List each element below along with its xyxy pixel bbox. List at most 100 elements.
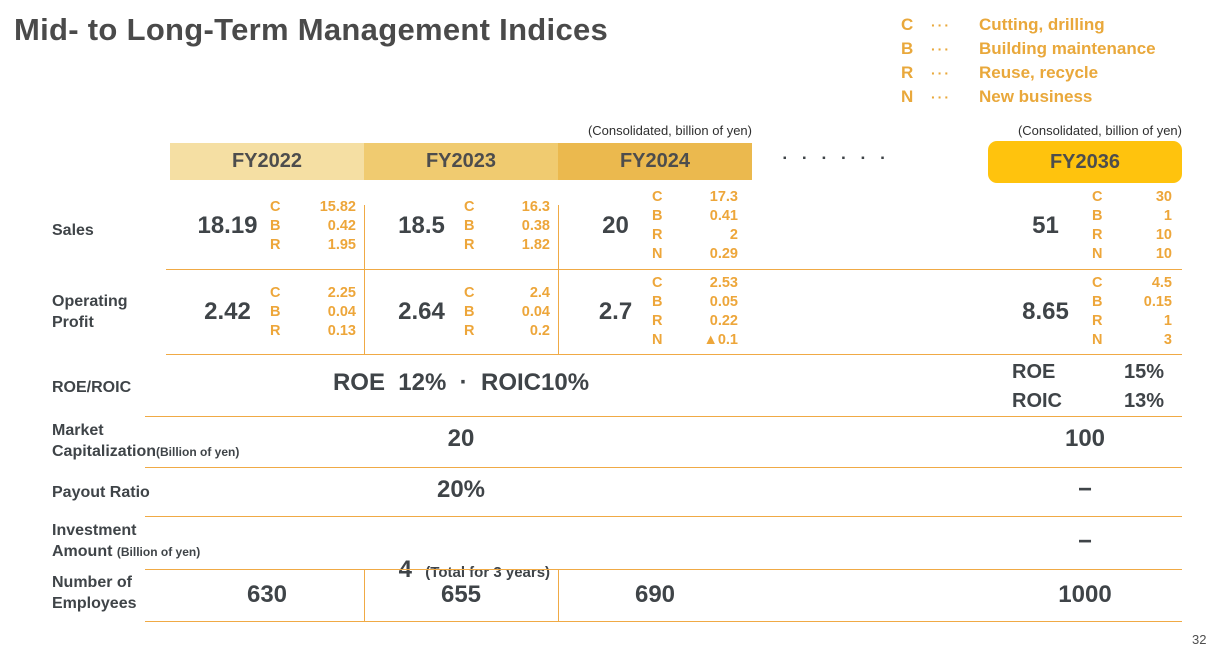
breakdown-value: 10 xyxy=(1155,227,1172,243)
breakdown-value: 1.82 xyxy=(521,237,550,253)
breakdown-key: N xyxy=(652,246,663,262)
breakdown-key: C xyxy=(652,189,663,205)
legend-label: New business xyxy=(979,87,1093,106)
breakdown-line: R 0.22 xyxy=(652,312,738,331)
legend-dots-icon: ··· xyxy=(931,17,951,33)
divider-market-cap-bottom xyxy=(145,467,1182,468)
breakdown-key: R xyxy=(464,237,475,253)
column-header-fy2024: FY2024 xyxy=(558,143,752,180)
breakdown-value: 1 xyxy=(1163,208,1172,224)
breakdown-value: 0.41 xyxy=(709,208,738,224)
market-cap-fy2022-24-value: 20 xyxy=(447,425,475,452)
unit-note-billion: (Billion of yen) xyxy=(116,545,201,559)
investment-note: (Total for 3 years) xyxy=(425,564,551,581)
row-label-line: Number of xyxy=(52,574,132,591)
roe-value: 15% xyxy=(1123,361,1164,383)
roe-roic-fy2022-24-value: ROE 12% · ROIC10% xyxy=(332,369,590,396)
op-fy2023-total: 2.64 xyxy=(398,298,445,325)
breakdown-line: C 2.4 xyxy=(464,284,550,303)
breakdown-value: 0.38 xyxy=(521,218,550,234)
breakdown-value: 0.2 xyxy=(529,323,550,339)
row-label-line: Market xyxy=(52,422,104,439)
column-header-fy2036: FY2036 xyxy=(988,141,1182,183)
breakdown-line: C 17.3 xyxy=(652,188,738,207)
breakdown-line: B 0.15 xyxy=(1092,293,1172,312)
divider-investment-bottom xyxy=(145,569,1182,570)
row-label-employees: Number of Employees xyxy=(52,572,136,614)
breakdown-value: 0.29 xyxy=(709,246,738,262)
breakdown-key: B xyxy=(464,304,475,320)
breakdown-key: R xyxy=(652,227,663,243)
op-fy2036-total: 8.65 xyxy=(1022,298,1069,325)
page-number: 32 xyxy=(1192,632,1207,647)
roe-fy2036-line: ROE 15% xyxy=(1012,359,1164,385)
breakdown-value: 4.5 xyxy=(1151,275,1172,291)
employees-fy2022-value: 630 xyxy=(246,581,288,608)
breakdown-line: R 0.13 xyxy=(270,322,356,341)
breakdown-line: R 10 xyxy=(1092,226,1172,245)
breakdown-line: C 2.25 xyxy=(270,284,356,303)
divider-employees-col2 xyxy=(558,569,559,621)
breakdown-line: R 0.2 xyxy=(464,322,550,341)
legend-item-reuse: R ··· Reuse, recycle xyxy=(901,63,1156,87)
employees-fy2023-value: 655 xyxy=(440,581,482,608)
legend-dots-icon: ··· xyxy=(931,65,951,81)
breakdown-value: 17.3 xyxy=(709,189,738,205)
divider-roe-bottom xyxy=(145,416,1182,417)
breakdown-value: 0.05 xyxy=(709,294,738,310)
roic-value: 13% xyxy=(1123,390,1164,412)
breakdown-key: R xyxy=(464,323,475,339)
divider-sales-bottom xyxy=(166,269,1182,270)
breakdown-value: 30 xyxy=(1155,189,1172,205)
breakdown-value: 2.25 xyxy=(327,285,356,301)
breakdown-key: C xyxy=(464,285,475,301)
market-cap-fy2036-value: 100 xyxy=(1064,425,1106,452)
breakdown-key: B xyxy=(1092,208,1103,224)
legend-label: Reuse, recycle xyxy=(979,63,1099,82)
breakdown-key: B xyxy=(270,218,281,234)
breakdown-value: 0.04 xyxy=(521,304,550,320)
column-header-fy2023: FY2023 xyxy=(364,143,558,180)
breakdown-key: R xyxy=(652,313,663,329)
unit-note-billion: (Billion of yen) xyxy=(156,445,240,459)
sales-fy2024-total: 20 xyxy=(602,212,629,239)
payout-fy2022-24-value: 20% xyxy=(436,476,486,503)
breakdown-value: 2.53 xyxy=(709,275,738,291)
row-label-operating-profit: Operating Profit xyxy=(52,291,128,333)
breakdown-key: R xyxy=(270,237,281,253)
breakdown-line: B 0.42 xyxy=(270,217,356,236)
legend-item-cutting: C ··· Cutting, drilling xyxy=(901,15,1156,39)
breakdown-value: 16.3 xyxy=(521,199,550,215)
breakdown-key: R xyxy=(1092,227,1103,243)
breakdown-line: C 2.53 xyxy=(652,274,738,293)
breakdown-value: 0.13 xyxy=(327,323,356,339)
breakdown-key: R xyxy=(1092,313,1103,329)
op-fy2024-breakdown: C 2.53 B 0.05 R 0.22 N ▲0.1 xyxy=(652,274,738,350)
breakdown-line: N 10 xyxy=(1092,245,1172,264)
breakdown-value: 0.42 xyxy=(327,218,356,234)
divider-employees-bottom xyxy=(145,621,1182,622)
breakdown-line: C 4.5 xyxy=(1092,274,1172,293)
legend-key: R xyxy=(901,63,914,82)
row-label-line: Capitalization xyxy=(52,443,157,460)
row-label-market-cap: Market Capitalization(Billion of yen) xyxy=(52,420,239,463)
breakdown-value: ▲0.1 xyxy=(703,332,738,348)
breakdown-key: N xyxy=(1092,332,1103,348)
row-label-line: Operating xyxy=(52,293,128,310)
sales-fy2022-breakdown: C 15.82 B 0.42 R 1.95 xyxy=(270,198,356,255)
sales-fy2023-breakdown: C 16.3 B 0.38 R 1.82 xyxy=(464,198,550,255)
employees-fy2024-value: 690 xyxy=(634,581,676,608)
breakdown-line: B 0.38 xyxy=(464,217,550,236)
breakdown-line: C 15.82 xyxy=(270,198,356,217)
breakdown-key: C xyxy=(652,275,663,291)
op-fy2024-total: 2.7 xyxy=(598,298,633,325)
sales-fy2036-total: 51 xyxy=(1032,212,1059,239)
breakdown-value: 10 xyxy=(1155,246,1172,262)
breakdown-key: C xyxy=(1092,275,1103,291)
breakdown-value: 2 xyxy=(729,227,738,243)
breakdown-key: N xyxy=(1092,246,1103,262)
